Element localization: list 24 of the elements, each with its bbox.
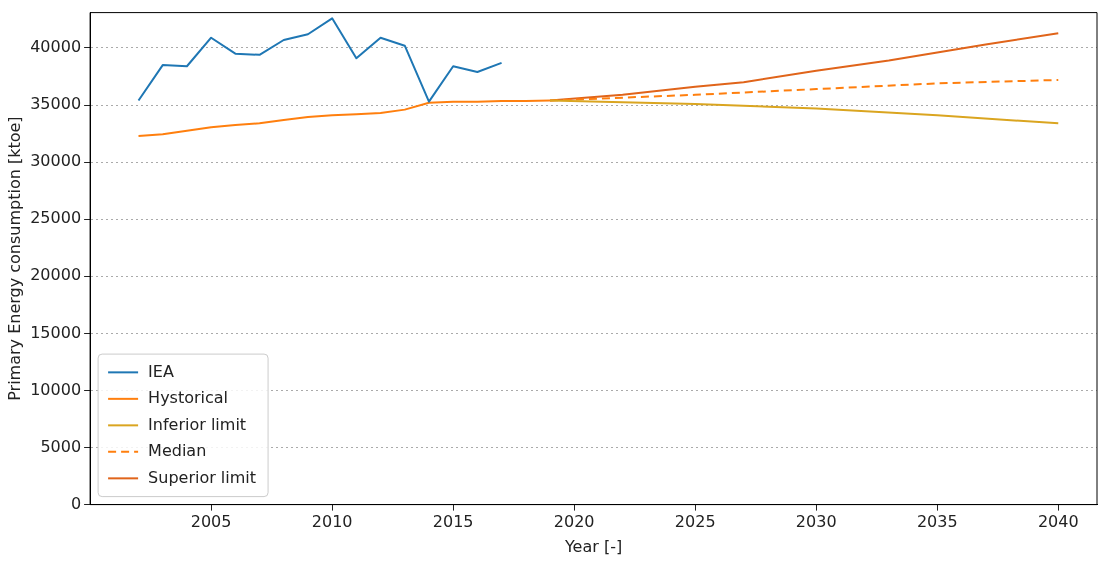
- y-tick-label: 35000: [30, 94, 82, 114]
- y-tick-label: 5000: [40, 436, 82, 456]
- y-axis-title: Primary Energy consumption [ktoe]: [4, 116, 24, 401]
- y-tick-label: 30000: [30, 151, 82, 171]
- y-tick-label: 40000: [30, 37, 82, 57]
- x-tick-label: 2010: [311, 512, 353, 532]
- y-tick-label: 25000: [30, 208, 82, 228]
- legend-label: Median: [148, 441, 207, 461]
- legend-label: Superior limit: [148, 467, 257, 487]
- x-axis-title: Year [-]: [563, 536, 623, 556]
- legend-label: Hystorical: [148, 388, 229, 408]
- x-tick-label: 2005: [190, 512, 232, 532]
- x-tick-label: 2030: [795, 512, 837, 532]
- y-tick-label: 20000: [30, 265, 82, 285]
- x-tick-label: 2020: [553, 512, 595, 532]
- x-tick-label: 2015: [432, 512, 474, 532]
- x-tick-label: 2040: [1037, 512, 1079, 532]
- x-tick-label: 2035: [916, 512, 958, 532]
- legend-label: IEA: [148, 361, 174, 381]
- x-tick-label: 2025: [674, 512, 716, 532]
- y-tick-label: 15000: [30, 322, 82, 342]
- y-tick-label: 10000: [30, 379, 82, 399]
- y-tick-label: 0: [70, 493, 82, 513]
- legend-label: Inferior limit: [148, 414, 247, 434]
